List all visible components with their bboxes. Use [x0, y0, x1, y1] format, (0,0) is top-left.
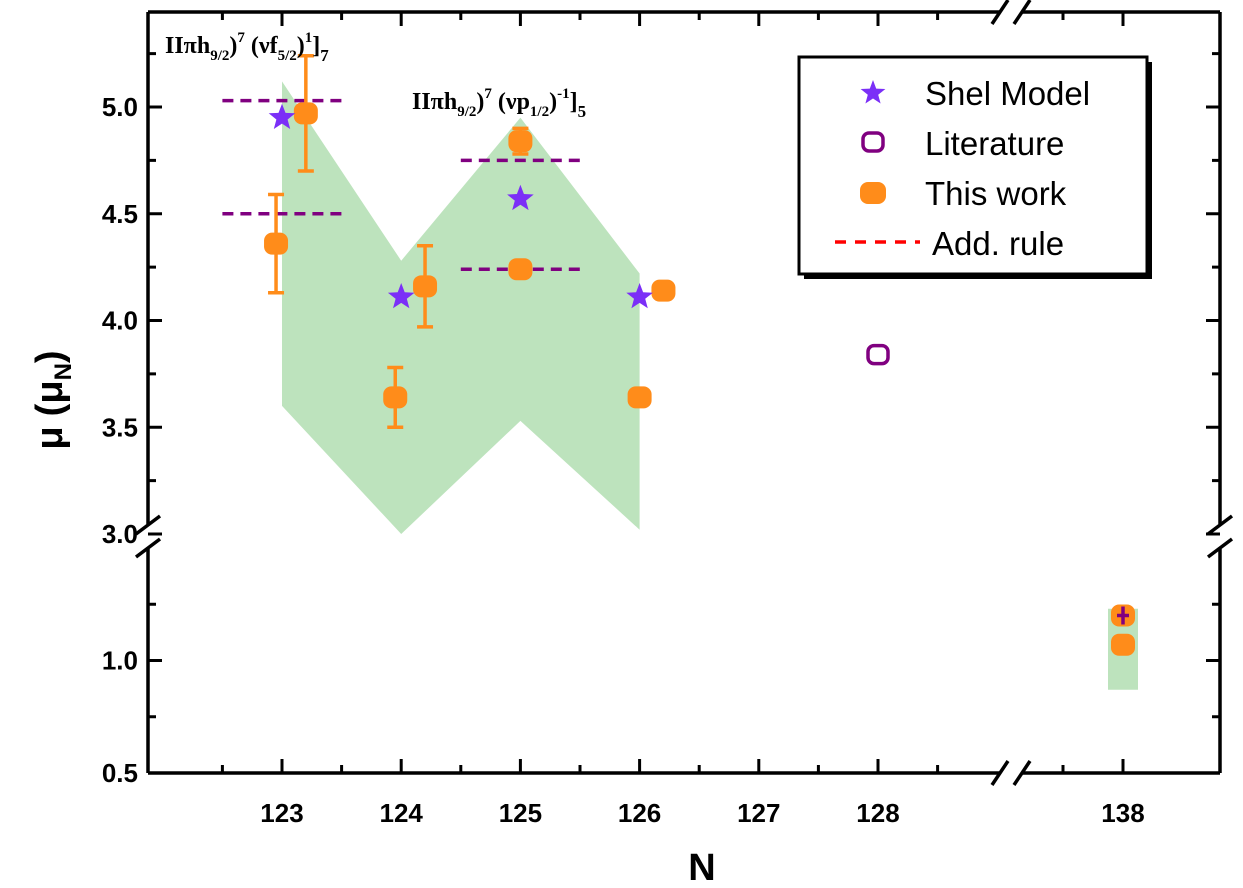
legend-label: Add. rule	[932, 225, 1064, 262]
shell-model-point	[626, 283, 653, 309]
this-work-point	[293, 102, 318, 125]
x-tick-label: 127	[737, 798, 780, 828]
this-work-point	[383, 386, 408, 409]
x-tick-label: 128	[856, 798, 899, 828]
this-work-point	[627, 386, 652, 409]
y-tick-label: 0.5	[102, 758, 138, 788]
axis-break-mark	[1206, 537, 1234, 559]
y-axis-title: μ(μN)	[29, 350, 77, 449]
this-work-point	[651, 279, 676, 302]
axis-break-mark	[990, 0, 1010, 25]
y-tick-label: 1.0	[102, 646, 138, 676]
axes-layer: 3.0 3.5 4.0 4.5 5.0 0.5 1.0 123 124 125 126 127 128 1…	[102, 0, 1234, 828]
x-tick-label: 138	[1101, 798, 1144, 828]
this-work-point	[413, 275, 438, 298]
legend-filled-square-icon	[860, 182, 886, 204]
legend-label: Literature	[925, 125, 1064, 162]
legend-star-icon	[860, 80, 886, 104]
annotation-f52: IIπh9/2)7 (νf5/2)1]7	[165, 30, 329, 65]
x-tick-label: 125	[499, 798, 542, 828]
this-work-point	[508, 258, 533, 281]
y-tick-label: 5.0	[102, 92, 138, 122]
shell-model-point	[507, 184, 534, 211]
this-work-point	[508, 130, 533, 153]
y-tick-label: 4.5	[102, 199, 138, 229]
y-tick-label: 3.5	[102, 412, 138, 442]
legend: Shel Model Literature This work Add. rule	[797, 55, 1152, 279]
this-work-point	[1111, 633, 1135, 656]
y-tick-label: 4.0	[102, 306, 138, 336]
legend-box	[797, 55, 1149, 276]
legend-label: This work	[925, 175, 1067, 212]
x-tick-label: 123	[260, 798, 303, 828]
data-points-layer	[264, 54, 1135, 656]
this-work-point	[264, 232, 289, 255]
annotation-p12: IIπh9/2)7 (νp1/2)-1]5	[412, 86, 586, 121]
x-tick-label: 126	[618, 798, 661, 828]
shell-model-point	[268, 103, 296, 129]
literature-point	[866, 343, 890, 366]
legend-open-square-icon	[861, 131, 885, 153]
y-tick-label: 3.0	[102, 519, 138, 549]
axis-titles: N μ(μN)	[29, 350, 716, 888]
axis-break-mark	[1206, 514, 1234, 536]
legend-label: Shel Model	[925, 75, 1090, 112]
annotation-layer: IIπh9/2)7 (νf5/2)1]7 IIπh9/2)7 (νp1/2)-1…	[165, 30, 586, 121]
x-tick-label: 124	[380, 798, 424, 828]
axis-break-mark	[1012, 0, 1032, 25]
axis-break-mark	[134, 514, 162, 536]
uncertainty-band	[282, 81, 640, 534]
x-axis-title: N	[688, 847, 715, 888]
shell-model-point	[387, 283, 415, 309]
axis-break-mark	[134, 537, 162, 559]
axis-break-mark	[990, 760, 1010, 786]
axis-break-mark	[1012, 760, 1032, 786]
